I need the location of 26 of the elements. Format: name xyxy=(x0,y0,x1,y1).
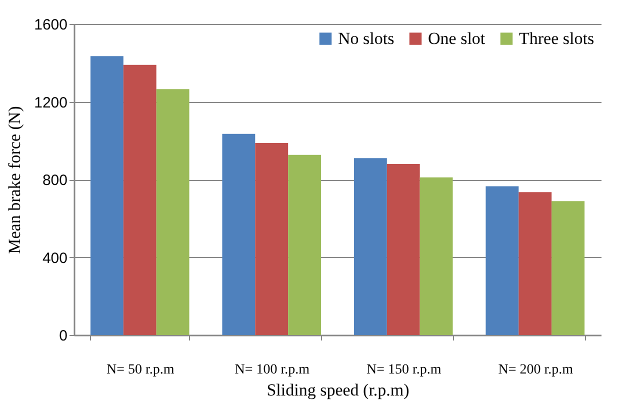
bar xyxy=(123,64,156,335)
bar xyxy=(288,154,322,335)
bar xyxy=(420,177,453,335)
bar xyxy=(222,134,256,335)
x-tick-label: N= 50 r.p.m xyxy=(106,362,174,378)
bar xyxy=(386,164,420,335)
x-axis-title: Sliding speed (r.p.m) xyxy=(266,380,410,400)
y-tick-label: 1200 xyxy=(34,94,68,112)
y-tick-label: 1600 xyxy=(34,16,68,34)
legend-label: Three slots xyxy=(519,28,594,48)
y-axis-title: Mean brake force (N) xyxy=(5,106,24,254)
x-tick-label: N= 100 r.p.m xyxy=(234,362,310,378)
legend-label: One slot xyxy=(428,28,486,48)
bar xyxy=(90,56,124,335)
bar xyxy=(156,89,190,335)
legend-label: No slots xyxy=(338,28,394,48)
x-tick-label: N= 200 r.p.m xyxy=(498,362,574,378)
x-tick-label: N= 150 r.p.m xyxy=(366,362,442,378)
y-tick-label: 400 xyxy=(42,250,68,267)
bar xyxy=(552,201,585,335)
bar xyxy=(518,192,552,335)
y-tick-label: 0 xyxy=(59,328,68,344)
bar xyxy=(354,158,387,335)
bar xyxy=(486,186,519,335)
y-tick-label: 800 xyxy=(42,172,68,189)
bar xyxy=(255,142,288,335)
